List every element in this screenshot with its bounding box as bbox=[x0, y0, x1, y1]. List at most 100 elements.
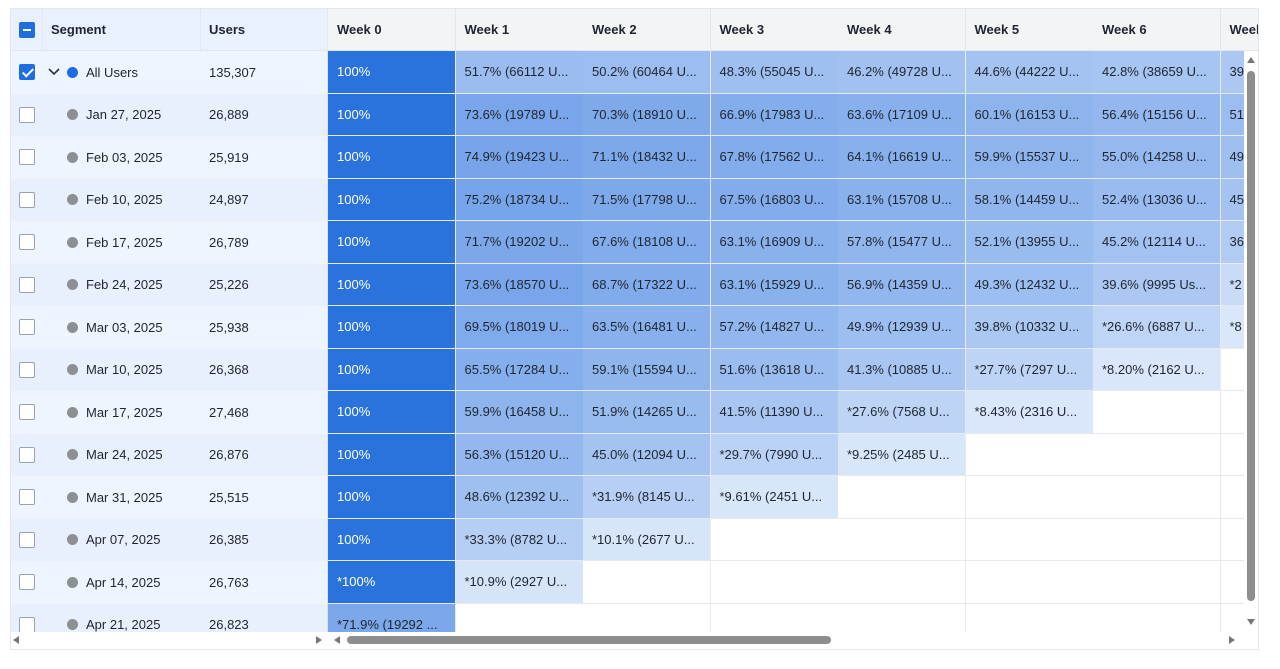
retention-cell[interactable]: 73.6% (19789 U... bbox=[455, 93, 584, 136]
week-header-3[interactable]: Week 3 bbox=[710, 9, 839, 51]
retention-cell[interactable]: 59.9% (15537 U... bbox=[965, 136, 1094, 179]
retention-cell[interactable]: 100% bbox=[328, 178, 456, 221]
retention-cell[interactable]: 51.6% (13618 U... bbox=[710, 348, 839, 391]
retention-cell[interactable]: 39.8% (10332 U... bbox=[965, 306, 1094, 349]
row-checkbox[interactable] bbox=[19, 191, 35, 208]
retention-cell[interactable]: 74.9% (19423 U... bbox=[455, 136, 584, 179]
retention-cell[interactable]: *27.6% (7568 U... bbox=[838, 391, 966, 434]
retention-cell[interactable]: 63.1% (15929 U... bbox=[710, 263, 839, 306]
segment-cell[interactable]: Jan 27, 2025 bbox=[43, 93, 201, 136]
retention-cell[interactable]: *71.9% (19292 ... bbox=[328, 603, 456, 632]
week-header-6[interactable]: Week 6 bbox=[1093, 9, 1221, 51]
select-all-checkbox[interactable] bbox=[18, 21, 35, 38]
segment-cell[interactable]: Mar 31, 2025 bbox=[43, 476, 201, 519]
week-header-5[interactable]: Week 5 bbox=[965, 9, 1094, 51]
row-checkbox[interactable] bbox=[19, 574, 35, 591]
scroll-down-arrow-icon[interactable] bbox=[1247, 619, 1255, 625]
segment-cell[interactable]: Feb 10, 2025 bbox=[43, 178, 201, 221]
row-checkbox[interactable] bbox=[19, 106, 35, 123]
week-header-1[interactable]: Week 1 bbox=[455, 9, 584, 51]
retention-cell[interactable]: 46.2% (49728 U... bbox=[838, 51, 966, 94]
retention-cell[interactable]: 56.9% (14359 U... bbox=[838, 263, 966, 306]
retention-cell[interactable]: 50.2% (60464 U... bbox=[583, 51, 711, 94]
retention-cell[interactable]: 100% bbox=[328, 93, 456, 136]
row-checkbox[interactable] bbox=[19, 276, 35, 293]
retention-cell[interactable]: 75.2% (18734 U... bbox=[455, 178, 584, 221]
retention-cell[interactable]: 39.6% (9995 Us... bbox=[1093, 263, 1221, 306]
segment-cell[interactable]: Apr 14, 2025 bbox=[43, 561, 201, 604]
retention-cell[interactable]: 64.1% (16619 U... bbox=[838, 136, 966, 179]
retention-cell[interactable]: 67.6% (18108 U... bbox=[583, 221, 711, 264]
segment-cell[interactable]: Mar 24, 2025 bbox=[43, 433, 201, 476]
row-checkbox[interactable] bbox=[19, 531, 35, 548]
retention-cell[interactable]: 52.4% (13036 U... bbox=[1093, 178, 1221, 221]
scroll-left-arrow-icon[interactable] bbox=[334, 636, 340, 644]
retention-cell[interactable]: 70.3% (18910 U... bbox=[583, 93, 711, 136]
retention-cell[interactable]: 51.7% (66112 U... bbox=[455, 51, 584, 94]
retention-cell[interactable]: *10.9% (2927 U... bbox=[455, 561, 584, 604]
horizontal-scrollbar[interactable] bbox=[11, 632, 1258, 649]
horizontal-scroll-thumb[interactable] bbox=[347, 636, 831, 644]
segment-cell[interactable]: Mar 03, 2025 bbox=[43, 306, 201, 349]
retention-cell[interactable]: 41.5% (11390 U... bbox=[710, 391, 839, 434]
retention-cell[interactable]: 67.5% (16803 U... bbox=[710, 178, 839, 221]
vertical-scroll-thumb[interactable] bbox=[1247, 71, 1255, 601]
retention-cell[interactable]: 100% bbox=[328, 221, 456, 264]
retention-cell[interactable]: 100% bbox=[328, 518, 456, 561]
frozen-scroll-left-arrow-icon[interactable] bbox=[13, 636, 19, 644]
retention-cell[interactable]: 100% bbox=[328, 136, 456, 179]
retention-cell[interactable]: 60.1% (16153 U... bbox=[965, 93, 1094, 136]
retention-cell[interactable]: 49.9% (12939 U... bbox=[838, 306, 966, 349]
week-header-7[interactable]: Week 7 bbox=[1220, 9, 1258, 51]
retention-cell[interactable]: 69.5% (18019 U... bbox=[455, 306, 584, 349]
retention-cell[interactable]: 100% bbox=[328, 306, 456, 349]
week-header-2[interactable]: Week 2 bbox=[583, 9, 711, 51]
retention-cell[interactable]: 49.3% (12432 U... bbox=[965, 263, 1094, 306]
vertical-scrollbar[interactable] bbox=[1244, 51, 1258, 632]
retention-cell[interactable]: 44.6% (44222 U... bbox=[965, 51, 1094, 94]
retention-cell[interactable]: 57.8% (15477 U... bbox=[838, 221, 966, 264]
retention-cell[interactable]: 45.2% (12114 U... bbox=[1093, 221, 1221, 264]
retention-cell[interactable]: 100% bbox=[328, 263, 456, 306]
chevron-down-icon[interactable] bbox=[45, 68, 63, 76]
retention-cell[interactable]: 66.9% (17983 U... bbox=[710, 93, 839, 136]
retention-cell[interactable]: 52.1% (13955 U... bbox=[965, 221, 1094, 264]
retention-cell[interactable]: *8.20% (2162 U... bbox=[1093, 348, 1221, 391]
retention-cell[interactable]: *26.6% (6887 U... bbox=[1093, 306, 1221, 349]
row-checkbox[interactable] bbox=[19, 234, 35, 251]
retention-cell[interactable]: *9.25% (2485 U... bbox=[838, 433, 966, 476]
retention-cell[interactable]: 56.3% (15120 U... bbox=[455, 433, 584, 476]
retention-cell[interactable]: 100% bbox=[328, 348, 456, 391]
retention-cell[interactable]: 63.5% (16481 U... bbox=[583, 306, 711, 349]
retention-cell[interactable]: *29.7% (7990 U... bbox=[710, 433, 839, 476]
retention-cell[interactable]: 58.1% (14459 U... bbox=[965, 178, 1094, 221]
retention-cell[interactable]: *8.43% (2316 U... bbox=[965, 391, 1094, 434]
retention-cell[interactable]: 100% bbox=[328, 51, 456, 94]
retention-cell[interactable]: 67.8% (17562 U... bbox=[710, 136, 839, 179]
retention-cell[interactable]: *9.61% (2451 U... bbox=[710, 476, 839, 519]
retention-cell[interactable]: 63.1% (16909 U... bbox=[710, 221, 839, 264]
row-checkbox[interactable] bbox=[19, 489, 35, 506]
retention-cell[interactable]: 57.2% (14827 U... bbox=[710, 306, 839, 349]
retention-cell[interactable]: *31.9% (8145 U... bbox=[583, 476, 711, 519]
retention-cell[interactable]: 45.0% (12094 U... bbox=[583, 433, 711, 476]
row-checkbox[interactable] bbox=[19, 446, 35, 463]
retention-cell[interactable]: *27.7% (7297 U... bbox=[965, 348, 1094, 391]
retention-cell[interactable]: 48.3% (55045 U... bbox=[710, 51, 839, 94]
retention-cell[interactable]: 59.9% (16458 U... bbox=[455, 391, 584, 434]
scroll-up-arrow-icon[interactable] bbox=[1247, 57, 1255, 63]
retention-cell[interactable]: 55.0% (14258 U... bbox=[1093, 136, 1221, 179]
retention-cell[interactable]: 100% bbox=[328, 476, 456, 519]
segment-cell[interactable]: Feb 24, 2025 bbox=[43, 263, 201, 306]
retention-cell[interactable]: 59.1% (15594 U... bbox=[583, 348, 711, 391]
retention-cell[interactable]: *33.3% (8782 U... bbox=[455, 518, 584, 561]
scroll-right-arrow-icon[interactable] bbox=[1229, 636, 1235, 644]
retention-cell[interactable]: 68.7% (17322 U... bbox=[583, 263, 711, 306]
week-header-4[interactable]: Week 4 bbox=[838, 9, 966, 51]
segment-cell[interactable]: Mar 10, 2025 bbox=[43, 348, 201, 391]
retention-cell[interactable]: *100% bbox=[328, 561, 456, 604]
retention-cell[interactable]: 100% bbox=[328, 433, 456, 476]
retention-cell[interactable]: 42.8% (38659 U... bbox=[1093, 51, 1221, 94]
segment-cell[interactable]: Apr 21, 2025 bbox=[43, 603, 201, 632]
row-checkbox[interactable] bbox=[19, 616, 35, 632]
